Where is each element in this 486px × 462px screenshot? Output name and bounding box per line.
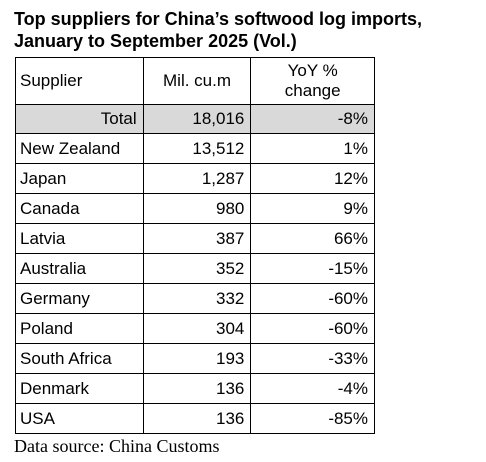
chart-title: Top suppliers for China’s softwood log i… [14, 8, 484, 52]
table-row: South Africa 193 -33% [15, 343, 375, 374]
total-volume: 18,016 [142, 104, 252, 134]
table-row: Australia 352 -15% [15, 253, 375, 284]
yoy-cell: 12% [250, 163, 375, 194]
volume-cell: 352 [142, 253, 252, 284]
chart-title-line-2: January to September 2025 (Vol.) [14, 31, 297, 51]
yoy-cell: -15% [250, 253, 375, 284]
supplier-cell: Latvia [15, 223, 144, 254]
volume-cell: 136 [142, 373, 252, 404]
yoy-cell: -85% [250, 403, 375, 434]
volume-cell: 13,512 [142, 133, 252, 164]
total-label: Total [15, 104, 144, 134]
table-header-row: Supplier Mil. cu.m YoY % change [15, 57, 375, 105]
yoy-cell: 66% [250, 223, 375, 254]
chart-title-line-1: Top suppliers for China’s softwood log i… [14, 9, 422, 29]
table-row: Poland 304 -60% [15, 313, 375, 344]
supplier-cell: Denmark [15, 373, 144, 404]
data-source-note: Data source: China Customs [14, 436, 220, 456]
supplier-cell: Canada [15, 193, 144, 224]
supplier-cell: South Africa [15, 343, 144, 374]
supplier-cell: USA [15, 403, 144, 434]
column-header-supplier: Supplier [15, 57, 144, 105]
supplier-cell: Japan [15, 163, 144, 194]
table-row: USA 136 -85% [15, 403, 375, 434]
volume-cell: 304 [142, 313, 252, 344]
table-row: Denmark 136 -4% [15, 373, 375, 404]
supplier-table: Supplier Mil. cu.m YoY % change Total 18… [15, 57, 375, 434]
volume-cell: 136 [142, 403, 252, 434]
yoy-cell: -60% [250, 313, 375, 344]
total-row: Total 18,016 -8% [15, 104, 375, 134]
yoy-cell: -4% [250, 373, 375, 404]
column-header-yoy: YoY % change [250, 57, 375, 105]
column-header-volume: Mil. cu.m [142, 57, 252, 105]
volume-cell: 193 [142, 343, 252, 374]
yoy-cell: -60% [250, 283, 375, 314]
table-row: Japan 1,287 12% [15, 163, 375, 194]
yoy-cell: 9% [250, 193, 375, 224]
supplier-cell: Poland [15, 313, 144, 344]
volume-cell: 1,287 [142, 163, 252, 194]
column-header-yoy-line-1: YoY % [287, 61, 338, 80]
table-row: Latvia 387 66% [15, 223, 375, 254]
volume-cell: 332 [142, 283, 252, 314]
table-row: Germany 332 -60% [15, 283, 375, 314]
supplier-cell: New Zealand [15, 133, 144, 164]
table-row: New Zealand 13,512 1% [15, 133, 375, 164]
supplier-cell: Germany [15, 283, 144, 314]
volume-cell: 387 [142, 223, 252, 254]
yoy-cell: -33% [250, 343, 375, 374]
total-yoy: -8% [250, 104, 375, 134]
volume-cell: 980 [142, 193, 252, 224]
yoy-cell: 1% [250, 133, 375, 164]
column-header-yoy-line-2: change [284, 81, 341, 100]
table-row: Canada 980 9% [15, 193, 375, 224]
supplier-cell: Australia [15, 253, 144, 284]
